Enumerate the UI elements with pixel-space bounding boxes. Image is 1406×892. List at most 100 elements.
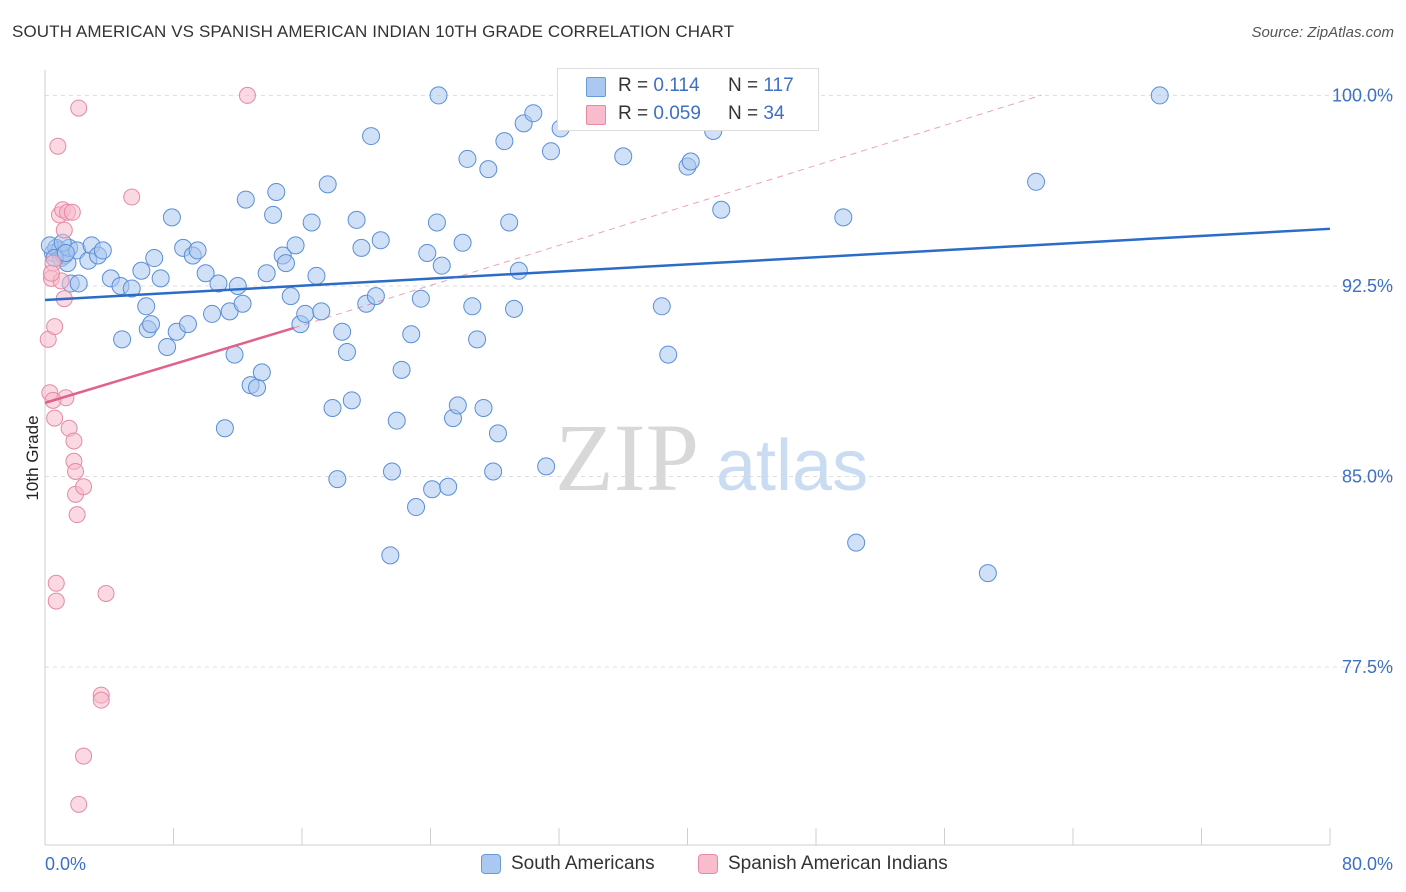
series-spanish-american-indians	[39, 86, 256, 813]
point-south-american	[411, 289, 430, 308]
point-south-american	[847, 533, 866, 552]
legend-swatch-blue	[481, 854, 501, 874]
y-tick-label: 92.5%	[1342, 276, 1393, 296]
trend-line-south-americans	[44, 227, 1331, 302]
x-tick-label-min: 0.0%	[45, 854, 86, 874]
point-south-american	[524, 104, 543, 123]
n-value: 34	[763, 103, 785, 124]
point-south-american	[371, 231, 390, 250]
point-spanish-american-indian	[47, 574, 65, 592]
trend-lines	[44, 94, 1331, 405]
point-south-american	[281, 287, 300, 306]
r-stat: R = 0.059	[618, 103, 701, 125]
point-south-american	[203, 304, 222, 323]
point-south-american	[252, 363, 271, 382]
point-south-american	[402, 325, 421, 344]
point-south-american	[468, 330, 487, 349]
point-south-american	[178, 315, 197, 334]
point-south-american	[439, 477, 458, 496]
y-tick-label: 100.0%	[1332, 85, 1393, 105]
point-south-american	[162, 208, 181, 227]
stats-legend: R = 0.114 N = 117 R = 0.059 N = 34	[557, 68, 819, 131]
point-south-american	[479, 160, 498, 179]
point-south-american	[233, 294, 252, 313]
point-south-american	[432, 256, 451, 275]
point-south-american	[145, 249, 164, 268]
n-label: N =	[728, 75, 764, 96]
point-south-american	[151, 269, 170, 288]
point-south-american	[1150, 86, 1169, 105]
point-south-american	[196, 264, 215, 283]
y-tick-labels: 77.5% 85.0% 92.5% 100.0%	[1332, 85, 1393, 677]
stats-row-spanish-american-indians: R = 0.059 N = 34	[558, 101, 820, 129]
point-south-american	[122, 279, 141, 298]
point-spanish-american-indian	[92, 691, 110, 709]
point-south-american	[659, 345, 678, 364]
y-tick-label: 77.5%	[1342, 657, 1393, 677]
series-south-americans	[40, 86, 1169, 583]
point-spanish-american-indian	[47, 592, 65, 610]
point-spanish-american-indian	[75, 478, 93, 496]
point-south-american	[429, 86, 448, 105]
point-south-american	[834, 208, 853, 227]
trend-line-extension-spanish-american-indians	[293, 94, 1042, 329]
point-south-american	[307, 266, 326, 285]
point-south-american	[537, 457, 556, 476]
point-south-american	[56, 243, 75, 262]
r-value: 0.114	[653, 75, 700, 96]
point-south-american	[312, 302, 331, 321]
n-stat: N = 34	[728, 103, 785, 125]
point-south-american	[132, 261, 151, 280]
point-south-american	[712, 200, 731, 219]
point-spanish-american-indian	[70, 99, 88, 117]
point-spanish-american-indian	[63, 203, 81, 221]
point-south-american	[392, 360, 411, 379]
point-south-american	[362, 127, 381, 146]
point-south-american	[681, 152, 700, 171]
n-label: N =	[728, 103, 764, 124]
point-south-american	[257, 264, 276, 283]
point-south-american	[427, 213, 446, 232]
chart-title: SOUTH AMERICAN VS SPANISH AMERICAN INDIA…	[12, 22, 735, 41]
r-label: R =	[618, 75, 654, 96]
point-spanish-american-indian	[238, 86, 256, 104]
point-south-american	[463, 297, 482, 316]
legend-item-spanish-american-indians[interactable]: Spanish American Indians	[698, 853, 948, 875]
point-south-american	[382, 462, 401, 481]
point-south-american	[381, 546, 400, 565]
point-south-american	[448, 396, 467, 415]
point-south-american	[366, 287, 385, 306]
point-south-american	[500, 213, 519, 232]
point-south-american	[453, 233, 472, 252]
x-ticks	[44, 828, 1331, 845]
point-south-american	[209, 274, 228, 293]
point-south-american	[296, 304, 315, 323]
point-spanish-american-indian	[68, 506, 86, 524]
point-south-american	[347, 210, 366, 229]
point-south-american	[474, 398, 493, 417]
point-south-american	[236, 190, 255, 209]
point-south-american	[488, 424, 507, 443]
point-south-american	[495, 132, 514, 151]
point-south-american	[458, 149, 477, 168]
point-south-american	[423, 480, 442, 499]
point-south-american	[286, 236, 305, 255]
point-south-american	[323, 398, 342, 417]
watermark: ZIP atlas	[555, 404, 868, 511]
point-south-american	[509, 261, 528, 280]
point-south-american	[337, 343, 356, 362]
watermark-atlas: atlas	[716, 426, 868, 506]
point-south-american	[342, 391, 361, 410]
legend-item-south-americans[interactable]: South Americans	[481, 853, 655, 875]
r-value: 0.059	[653, 103, 701, 124]
point-south-american	[215, 419, 234, 438]
point-spanish-american-indian	[70, 795, 88, 813]
point-south-american	[248, 378, 267, 397]
n-stat: N = 117	[728, 75, 794, 97]
point-spanish-american-indian	[75, 747, 93, 765]
point-south-american	[93, 241, 112, 260]
point-south-american	[484, 462, 503, 481]
point-south-american	[978, 564, 997, 583]
legend-swatch-blue	[586, 77, 606, 97]
